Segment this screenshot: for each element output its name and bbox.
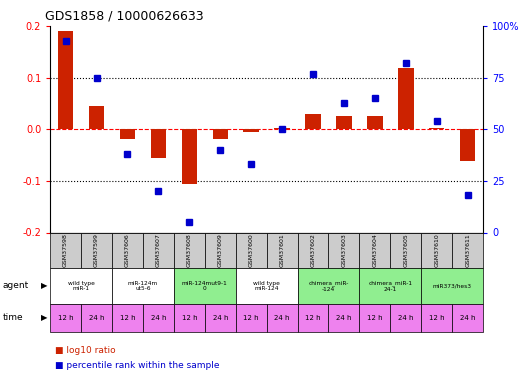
Bar bbox=[460, 129, 475, 161]
Bar bbox=[89, 106, 105, 129]
Text: GSM37611: GSM37611 bbox=[465, 233, 470, 267]
Text: miR-124m
ut5-6: miR-124m ut5-6 bbox=[128, 280, 158, 291]
Bar bbox=[243, 129, 259, 132]
Text: 24 h: 24 h bbox=[460, 315, 475, 321]
Bar bbox=[120, 129, 135, 139]
Bar bbox=[398, 68, 413, 129]
Text: GSM37599: GSM37599 bbox=[94, 233, 99, 267]
Bar bbox=[336, 117, 352, 129]
Text: 12 h: 12 h bbox=[367, 315, 383, 321]
Bar bbox=[275, 128, 290, 129]
Text: 12 h: 12 h bbox=[120, 315, 135, 321]
Text: GSM37600: GSM37600 bbox=[249, 233, 253, 267]
Bar bbox=[367, 117, 383, 129]
Text: ■ percentile rank within the sample: ■ percentile rank within the sample bbox=[55, 361, 220, 370]
Text: GSM37607: GSM37607 bbox=[156, 233, 161, 267]
Text: miR373/hes3: miR373/hes3 bbox=[432, 284, 472, 288]
Text: 24 h: 24 h bbox=[336, 315, 352, 321]
Text: wild type
miR-1: wild type miR-1 bbox=[68, 280, 95, 291]
Text: wild type
miR-124: wild type miR-124 bbox=[253, 280, 280, 291]
Text: 12 h: 12 h bbox=[243, 315, 259, 321]
Text: 24 h: 24 h bbox=[89, 315, 105, 321]
Bar bbox=[58, 32, 73, 129]
Text: miR-124mut9-1
0: miR-124mut9-1 0 bbox=[182, 280, 228, 291]
Text: 24 h: 24 h bbox=[150, 315, 166, 321]
Text: ▶: ▶ bbox=[41, 281, 47, 290]
Text: chimera_miR-
-124: chimera_miR- -124 bbox=[308, 280, 348, 292]
Text: chimera_miR-1
24-1: chimera_miR-1 24-1 bbox=[369, 280, 412, 292]
Text: GSM37610: GSM37610 bbox=[434, 233, 439, 267]
Text: 12 h: 12 h bbox=[182, 315, 197, 321]
Bar bbox=[150, 129, 166, 158]
Bar bbox=[305, 114, 321, 129]
Bar bbox=[429, 128, 445, 129]
Text: GSM37601: GSM37601 bbox=[280, 233, 285, 267]
Text: GSM37609: GSM37609 bbox=[218, 233, 223, 267]
Bar bbox=[182, 129, 197, 183]
Text: 24 h: 24 h bbox=[212, 315, 228, 321]
Text: GSM37608: GSM37608 bbox=[187, 233, 192, 267]
Text: GSM37606: GSM37606 bbox=[125, 233, 130, 267]
Bar bbox=[212, 129, 228, 139]
Text: GSM37602: GSM37602 bbox=[310, 233, 316, 267]
Text: GSM37598: GSM37598 bbox=[63, 233, 68, 267]
Text: 12 h: 12 h bbox=[305, 315, 321, 321]
Text: GSM37604: GSM37604 bbox=[372, 233, 378, 267]
Text: 12 h: 12 h bbox=[429, 315, 445, 321]
Text: 24 h: 24 h bbox=[275, 315, 290, 321]
Text: GDS1858 / 10000626633: GDS1858 / 10000626633 bbox=[45, 9, 203, 22]
Text: ■ log10 ratio: ■ log10 ratio bbox=[55, 346, 116, 355]
Text: 12 h: 12 h bbox=[58, 315, 73, 321]
Text: ▶: ▶ bbox=[41, 314, 47, 322]
Text: time: time bbox=[3, 314, 23, 322]
Text: agent: agent bbox=[3, 281, 29, 290]
Text: 24 h: 24 h bbox=[398, 315, 413, 321]
Text: GSM37605: GSM37605 bbox=[403, 233, 408, 267]
Text: GSM37603: GSM37603 bbox=[342, 233, 346, 267]
